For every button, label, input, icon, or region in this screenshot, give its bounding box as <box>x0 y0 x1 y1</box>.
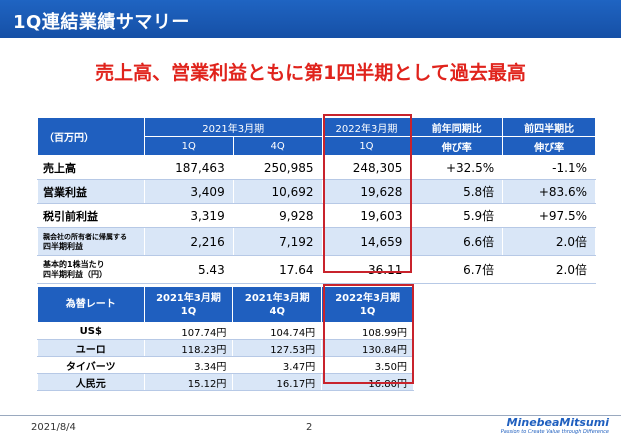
fx-header-col1-quarter: 1Q <box>180 305 197 317</box>
unit-header: （百万円） <box>37 117 145 156</box>
fx-cell: 15.12円 <box>143 373 234 391</box>
fx-cell: 16.80円 <box>321 373 414 391</box>
cell-curr-1q: 19,628 <box>321 179 412 204</box>
fx-cell: 3.50円 <box>321 356 414 374</box>
cell-prev-1q: 3,319 <box>143 203 234 228</box>
fx-header-col2-period: 2021年3月期 <box>244 292 310 304</box>
fx-header-col1: 2021年3月期 1Q <box>143 286 234 323</box>
cell-curr-1q: 36.11 <box>321 255 412 284</box>
footer-divider <box>0 415 621 416</box>
row-label: 税引前利益 <box>37 203 145 228</box>
yoy-header: 前年同期比 <box>410 117 504 137</box>
sub-header-prev-4q: 4Q <box>232 136 323 156</box>
cell-curr-1q: 248,305 <box>321 155 412 180</box>
cell-prev-4q: 9,928 <box>232 203 323 228</box>
row-label-line1: 親会社の所有者に帰属する <box>43 232 127 241</box>
footer-date: 2021/8/4 <box>31 422 76 433</box>
fx-cell: 118.23円 <box>143 339 234 357</box>
table-row: 基本的1株当たり 四半期利益（円） 5.43 17.64 36.11 6.7倍 … <box>37 255 596 284</box>
fx-cell: 108.99円 <box>321 322 414 340</box>
fx-header-label: 為替レート <box>37 286 145 323</box>
row-label: 親会社の所有者に帰属する 四半期利益 <box>37 227 145 256</box>
company-logo: MinebeaMitsumi Passion to Create Value t… <box>501 416 609 435</box>
fx-cell: 107.74円 <box>143 322 234 340</box>
cell-prev-4q: 250,985 <box>232 155 323 180</box>
group-header-curr: 2022年3月期 <box>321 117 412 137</box>
cell-qoq: +83.6% <box>502 179 596 204</box>
fx-rate-table: 為替レート 2021年3月期 1Q 2021年3月期 4Q 2022年3月期 1… <box>37 286 414 391</box>
qoq-header: 前四半期比 <box>502 117 596 137</box>
qoq-subheader: 伸び率 <box>502 136 596 156</box>
fx-currency-label: 人民元 <box>37 373 145 391</box>
fx-header-col3-quarter: 1Q <box>359 305 376 317</box>
results-table: （百万円） 2021年3月期 2022年3月期 前年同期比 前四半期比 1Q 4… <box>37 117 596 284</box>
cell-prev-1q: 2,216 <box>143 227 234 256</box>
slide-title: 1Q連結業績サマリー <box>0 0 621 38</box>
cell-prev-1q: 5.43 <box>143 255 234 284</box>
fx-cell: 127.53円 <box>232 339 323 357</box>
fx-currency-label: タイバーツ <box>37 356 145 374</box>
group-header-prev: 2021年3月期 <box>143 117 323 137</box>
cell-qoq: -1.1% <box>502 155 596 180</box>
fx-header-col1-period: 2021年3月期 <box>156 292 221 304</box>
cell-prev-1q: 187,463 <box>143 155 234 180</box>
table-row: 税引前利益 3,319 9,928 19,603 5.9倍 +97.5% <box>37 203 596 228</box>
cell-yoy: +32.5% <box>410 155 504 180</box>
fx-cell: 3.34円 <box>143 356 234 374</box>
cell-curr-1q: 19,603 <box>321 203 412 228</box>
cell-qoq: 2.0倍 <box>502 227 596 256</box>
fx-header-col2: 2021年3月期 4Q <box>232 286 323 323</box>
cell-prev-4q: 17.64 <box>232 255 323 284</box>
fx-cell: 104.74円 <box>232 322 323 340</box>
fx-header-col3-period: 2022年3月期 <box>335 292 400 304</box>
row-label-line2: 四半期利益（円） <box>43 269 107 279</box>
row-label: 売上高 <box>37 155 145 180</box>
logo-tagline: Passion to Create Value through Differen… <box>500 429 609 435</box>
row-label-line1: 基本的1株当たり <box>43 259 105 269</box>
row-label-line2: 四半期利益 <box>43 241 83 251</box>
fx-header-col3: 2022年3月期 1Q <box>321 286 414 323</box>
table-row: 売上高 187,463 250,985 248,305 +32.5% -1.1% <box>37 155 596 180</box>
table-row: タイバーツ 3.34円 3.47円 3.50円 <box>37 356 414 374</box>
logo-wordmark: MinebeaMitsumi <box>506 416 609 429</box>
sub-header-prev-1q: 1Q <box>143 136 234 156</box>
headline: 売上高、営業利益ともに第1四半期として過去最高 <box>95 62 526 84</box>
cell-prev-4q: 7,192 <box>232 227 323 256</box>
yoy-subheader: 伸び率 <box>410 136 504 156</box>
cell-prev-1q: 3,409 <box>143 179 234 204</box>
row-label: 基本的1株当たり 四半期利益（円） <box>37 255 145 284</box>
cell-prev-4q: 10,692 <box>232 179 323 204</box>
fx-currency-label: ユーロ <box>37 339 145 357</box>
fx-header-col2-quarter: 4Q <box>269 305 286 317</box>
cell-curr-1q: 14,659 <box>321 227 412 256</box>
table-row: 人民元 15.12円 16.17円 16.80円 <box>37 373 414 391</box>
sub-header-curr-1q: 1Q <box>321 136 412 156</box>
fx-currency-label: US$ <box>37 322 145 340</box>
fx-cell: 130.84円 <box>321 339 414 357</box>
fx-cell: 3.47円 <box>232 356 323 374</box>
fx-cell: 16.17円 <box>232 373 323 391</box>
table-row: US$ 107.74円 104.74円 108.99円 <box>37 322 414 340</box>
table-row: 親会社の所有者に帰属する 四半期利益 2,216 7,192 14,659 6.… <box>37 227 596 256</box>
page-number: 2 <box>306 422 313 433</box>
table-row: ユーロ 118.23円 127.53円 130.84円 <box>37 339 414 357</box>
cell-yoy: 5.9倍 <box>410 203 504 228</box>
cell-yoy: 5.8倍 <box>410 179 504 204</box>
table-row: 営業利益 3,409 10,692 19,628 5.8倍 +83.6% <box>37 179 596 204</box>
cell-qoq: +97.5% <box>502 203 596 228</box>
row-label: 営業利益 <box>37 179 145 204</box>
cell-qoq: 2.0倍 <box>502 255 596 284</box>
cell-yoy: 6.6倍 <box>410 227 504 256</box>
cell-yoy: 6.7倍 <box>410 255 504 284</box>
